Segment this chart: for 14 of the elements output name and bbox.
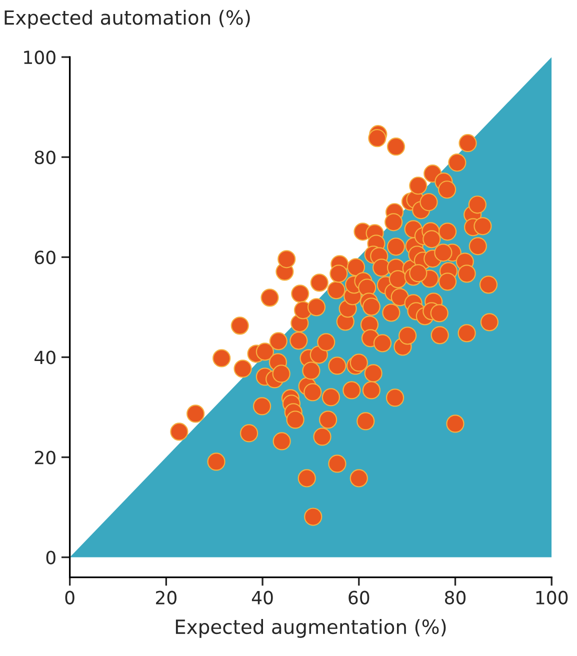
x-tick-label: 0 — [65, 590, 74, 604]
x-tick-label: 100 — [536, 590, 568, 604]
x-tick-label: 80 — [444, 590, 466, 604]
y-tick-label: 20 — [34, 450, 56, 464]
y-tick-label: 0 — [46, 550, 56, 564]
x-tick-label: 40 — [252, 590, 273, 604]
y-tick-label: 80 — [34, 150, 56, 164]
y-axis-title: Expected automation (%) — [4, 10, 250, 29]
y-tick-label: 40 — [34, 350, 56, 364]
y-tick-label: 60 — [34, 250, 56, 264]
x-tick-label: 60 — [348, 590, 370, 604]
x-tick-label: 20 — [156, 590, 176, 604]
x-axis-title: Expected augmentation (%) — [176, 619, 446, 638]
y-tick-label: 100 — [24, 50, 56, 64]
